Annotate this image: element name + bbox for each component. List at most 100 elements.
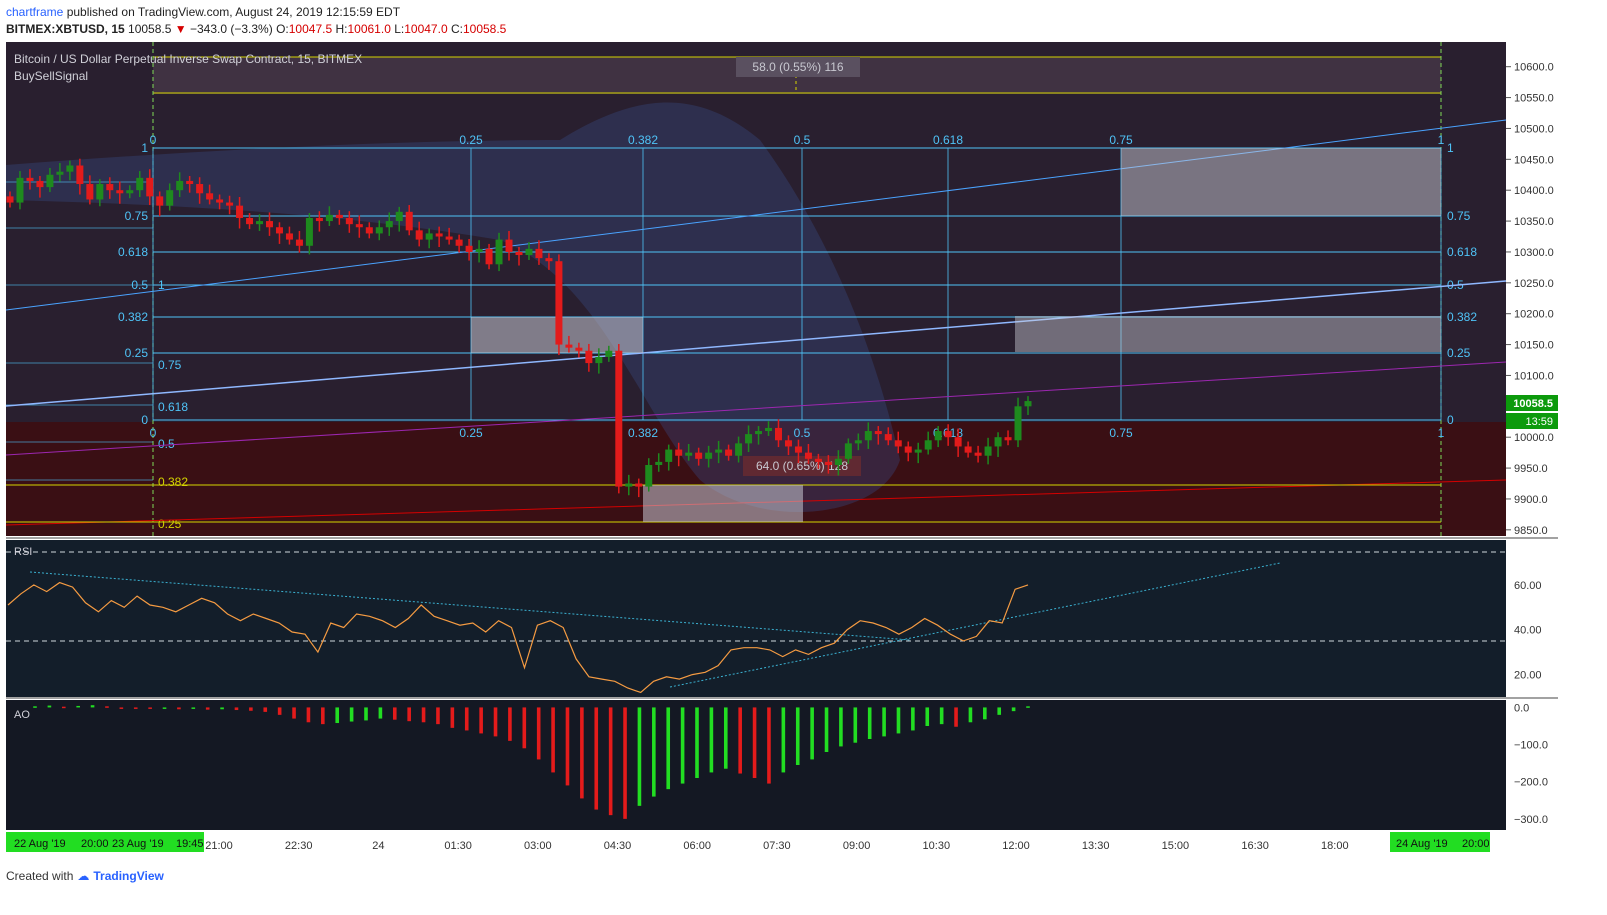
ao-bar	[623, 707, 627, 819]
ao-bar	[695, 707, 699, 778]
candle-body	[974, 452, 982, 456]
ao-bar	[594, 707, 599, 810]
ao-bar	[407, 707, 411, 722]
fib-time-label-bottom: 0.5	[794, 426, 811, 440]
candle-body	[76, 165, 84, 185]
time-badge-label: 24 Aug '19	[1396, 838, 1448, 850]
ao-bar	[378, 707, 383, 719]
fib-left-lower-label: 0.25	[158, 517, 182, 531]
ao-bar	[493, 707, 498, 737]
ao-bar	[551, 707, 555, 773]
ao-bar	[436, 707, 440, 725]
candle-body	[36, 180, 44, 188]
candle-body	[16, 177, 24, 203]
price-tick-label: 10600.0	[1514, 62, 1554, 74]
candle-body	[774, 427, 782, 441]
fib-left-lower-label: 0.382	[158, 475, 188, 489]
time-tick-label: 04:30	[604, 840, 632, 852]
time-badge-label: 19:45	[176, 838, 204, 850]
candle-body	[495, 239, 503, 265]
time-badge-label: 22 Aug '19	[14, 838, 66, 850]
candle-body	[425, 233, 433, 240]
symbol: BITMEX:XBTUSD, 15	[6, 22, 125, 36]
candle-body	[605, 350, 613, 357]
candles	[6, 158, 1032, 498]
candle-body	[735, 443, 743, 456]
last-price-badge	[1506, 395, 1558, 411]
ao-bar	[306, 707, 311, 723]
candle-body	[984, 446, 992, 456]
time-tick-label: 09:00	[843, 840, 871, 852]
publisher-link[interactable]: chartframe	[6, 5, 64, 19]
ao-bar	[723, 707, 728, 769]
ao-bar	[882, 707, 886, 737]
candle-body	[56, 171, 64, 175]
indicator-label: BuySellSignal	[14, 69, 88, 83]
time-tick-label: 12:00	[1002, 840, 1030, 852]
price-tick-label: 9900.0	[1514, 494, 1548, 506]
fib-time-label-bottom: 0.25	[459, 426, 483, 440]
price-tick-label: 10350.0	[1514, 216, 1554, 228]
ao-bar	[90, 705, 95, 708]
time-badge-right-bg	[1390, 832, 1490, 852]
fib-left-label: 0	[141, 413, 148, 427]
candle-body	[96, 184, 104, 200]
candle-body	[455, 239, 463, 246]
rsi-line	[7, 581, 1029, 694]
candle-body	[954, 437, 962, 447]
fib-time-label-top: 0.25	[459, 133, 483, 147]
candle-body	[515, 251, 523, 256]
candle-body	[595, 356, 603, 364]
candle-body	[166, 190, 174, 206]
main-chart-title: Bitcoin / US Dollar Perpetual Inverse Sw…	[14, 52, 362, 66]
high-label: H:	[335, 22, 348, 36]
ao-bar	[47, 705, 52, 708]
price-tick-label: 9950.0	[1514, 463, 1548, 475]
candle-body	[176, 180, 184, 191]
candle-body	[874, 431, 882, 435]
candle-body	[585, 350, 593, 364]
candle-body	[864, 431, 872, 441]
fib-time-label-top: 0	[150, 133, 157, 147]
candle-body	[335, 214, 343, 218]
ao-bar	[464, 707, 469, 731]
ao-bar	[911, 707, 915, 731]
ao-bar	[954, 707, 958, 727]
ao-bar	[1011, 707, 1016, 712]
ao-bar	[479, 707, 483, 734]
candle-body	[136, 177, 144, 191]
price-tick-label: 10300.0	[1514, 247, 1554, 259]
fib-time-label-top: 0.618	[933, 133, 963, 147]
candle-body	[26, 177, 34, 181]
fib-time-label-bottom: 0.382	[628, 426, 658, 440]
time-tick-label: 24	[372, 840, 384, 852]
candle-body	[794, 446, 802, 453]
time-tick-label: 21:00	[205, 840, 233, 852]
ao-bar	[508, 707, 512, 741]
candle-body	[625, 483, 633, 487]
candle-body	[765, 427, 773, 432]
trendline-mid	[5, 280, 1507, 407]
time-tick-label: 01:30	[444, 840, 472, 852]
candle-body	[565, 344, 573, 348]
candle-body	[655, 461, 663, 465]
ao-bar	[608, 707, 613, 816]
candle-body	[246, 217, 254, 225]
annotation-top-bg	[736, 57, 860, 77]
candle-body	[395, 211, 403, 222]
rsi-tick-label: 40.00	[1514, 625, 1542, 637]
candle-body	[415, 230, 423, 240]
ao-bar	[1026, 706, 1030, 708]
price-tick-label: 10200.0	[1514, 309, 1554, 321]
fib-left-lower-label: 0.618	[158, 400, 188, 414]
ao-bar	[709, 707, 714, 773]
candle-body	[206, 193, 214, 200]
rsi-title: RSI	[14, 546, 32, 558]
candle-body	[1004, 437, 1012, 441]
candle-body	[285, 233, 293, 240]
time-badge-label: 20:00	[1462, 838, 1490, 850]
candle-body	[615, 350, 623, 487]
footer-brand[interactable]: TradingView	[93, 869, 164, 883]
open-value: 10047.5	[288, 22, 333, 36]
